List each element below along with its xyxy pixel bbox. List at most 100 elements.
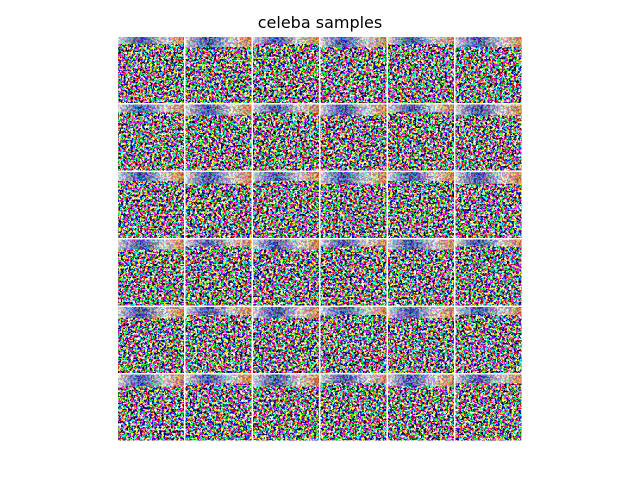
- top-glow: [118, 37, 184, 44]
- top-glow: [455, 374, 522, 384]
- noise-pixels: [185, 307, 252, 373]
- noise-pixels: [320, 37, 387, 103]
- sample-image: [455, 104, 522, 171]
- sample-image: [253, 172, 319, 238]
- sample-image: [185, 307, 252, 373]
- top-glow: [253, 37, 319, 44]
- sample-image: [320, 239, 387, 306]
- sample-image: [118, 374, 184, 441]
- top-glow: [253, 307, 319, 318]
- sample-grid: [118, 37, 522, 441]
- noise-pixels: [388, 172, 454, 238]
- sample-image: [455, 374, 522, 441]
- top-glow: [118, 172, 184, 181]
- noise-pixels: [320, 307, 387, 373]
- top-glow: [253, 104, 319, 113]
- top-glow: [185, 374, 252, 384]
- sample-image: [185, 374, 252, 441]
- noise-pixels: [388, 239, 454, 306]
- noise-pixels: [118, 172, 184, 238]
- top-glow: [185, 37, 252, 47]
- sample-image: [253, 37, 319, 103]
- top-glow: [185, 239, 252, 247]
- noise-pixels: [253, 172, 319, 238]
- top-glow: [185, 172, 252, 184]
- sample-image: [253, 374, 319, 441]
- noise-pixels: [253, 239, 319, 306]
- figure-title: celeba samples: [258, 13, 382, 32]
- sample-image: [455, 239, 522, 306]
- top-glow: [320, 104, 387, 116]
- sample-image: [118, 104, 184, 171]
- top-glow: [253, 374, 319, 387]
- top-glow: [118, 104, 184, 113]
- top-glow: [388, 37, 454, 44]
- sample-image: [253, 307, 319, 373]
- sample-image: [118, 172, 184, 238]
- sample-image: [455, 37, 522, 103]
- top-glow: [388, 104, 454, 113]
- noise-pixels: [320, 374, 387, 441]
- sample-image: [185, 239, 252, 306]
- top-glow: [320, 374, 387, 384]
- noise-pixels: [253, 104, 319, 171]
- top-glow: [455, 239, 522, 247]
- sample-image: [320, 374, 387, 441]
- sample-image: [455, 172, 522, 238]
- top-glow: [253, 239, 319, 250]
- top-glow: [455, 172, 522, 184]
- noise-pixels: [455, 239, 522, 306]
- noise-pixels: [455, 307, 522, 373]
- noise-pixels: [388, 104, 454, 171]
- noise-pixels: [388, 37, 454, 103]
- top-glow: [118, 374, 184, 387]
- noise-pixels: [118, 37, 184, 103]
- top-glow: [388, 172, 454, 181]
- sample-image: [185, 37, 252, 103]
- top-glow: [388, 307, 454, 318]
- noise-pixels: [455, 374, 522, 441]
- top-glow: [185, 307, 252, 315]
- top-glow: [185, 104, 252, 116]
- top-glow: [118, 307, 184, 318]
- top-glow: [320, 239, 387, 247]
- sample-image: [253, 104, 319, 171]
- noise-pixels: [253, 37, 319, 103]
- top-glow: [388, 239, 454, 250]
- sample-image: [320, 104, 387, 171]
- top-glow: [455, 104, 522, 116]
- top-glow: [320, 37, 387, 47]
- noise-pixels: [185, 37, 252, 103]
- noise-pixels: [320, 239, 387, 306]
- top-glow: [455, 307, 522, 315]
- top-glow: [388, 374, 454, 387]
- sample-image: [388, 104, 454, 171]
- sample-image: [388, 307, 454, 373]
- top-glow: [253, 172, 319, 181]
- noise-pixels: [118, 239, 184, 306]
- top-glow: [118, 239, 184, 250]
- sample-image: [118, 239, 184, 306]
- sample-image: [118, 307, 184, 373]
- top-glow: [320, 307, 387, 315]
- noise-pixels: [185, 239, 252, 306]
- sample-image: [388, 37, 454, 103]
- noise-pixels: [118, 104, 184, 171]
- sample-image: [320, 307, 387, 373]
- sample-image: [185, 172, 252, 238]
- sample-image: [118, 37, 184, 103]
- sample-image: [253, 239, 319, 306]
- sample-image: [185, 104, 252, 171]
- sample-image: [388, 239, 454, 306]
- top-glow: [455, 37, 522, 47]
- noise-pixels: [185, 374, 252, 441]
- sample-image: [388, 374, 454, 441]
- sample-image: [320, 172, 387, 238]
- noise-pixels: [455, 37, 522, 103]
- sample-image: [388, 172, 454, 238]
- top-glow: [320, 172, 387, 184]
- sample-image: [455, 307, 522, 373]
- sample-image: [320, 37, 387, 103]
